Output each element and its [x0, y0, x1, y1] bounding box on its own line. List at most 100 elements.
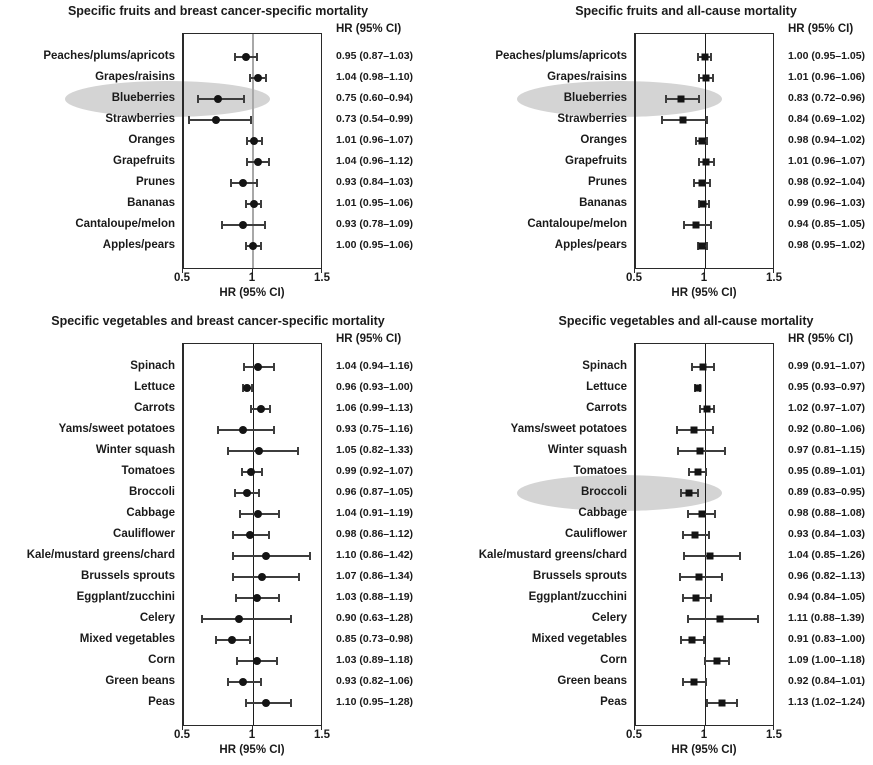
- item-label: Bananas: [579, 197, 627, 209]
- ci-cap-right: [309, 551, 312, 560]
- forest-row: [636, 545, 773, 566]
- forest-panel: Specific fruits and breast cancer-specif…: [0, 0, 436, 299]
- forest-row: [636, 193, 773, 214]
- forest-row: [636, 650, 773, 671]
- hr-marker: [252, 656, 261, 665]
- hr-marker: [262, 698, 271, 707]
- ci-bar: [188, 115, 253, 124]
- hr-value: 1.04 (0.85–1.26): [788, 549, 866, 561]
- hr-value: 0.96 (0.93–1.00): [336, 381, 414, 393]
- ci-bar: [232, 551, 312, 560]
- item-label: Broccoli: [580, 486, 627, 498]
- forest-row: [636, 356, 773, 377]
- ci-cap-right: [273, 425, 276, 434]
- panel-title: Specific fruits and all-cause mortality: [575, 4, 797, 18]
- hr-value: 1.10 (0.95–1.28): [336, 696, 414, 708]
- hr-marker: [699, 363, 707, 370]
- x-axis-tick: [321, 269, 322, 273]
- hr-value: 0.99 (0.92–1.07): [336, 465, 414, 477]
- hr-marker: [679, 116, 687, 123]
- item-label: Corn: [600, 654, 627, 666]
- item-label: Spinach: [582, 360, 627, 372]
- hr-marker: [691, 531, 699, 538]
- ci-cap-left: [243, 362, 246, 371]
- hr-marker: [248, 241, 257, 250]
- hr-column-header: HR (95% CI): [336, 333, 402, 345]
- item-label: Kale/mustard greens/chard: [478, 549, 627, 561]
- ci-cap-right: [711, 425, 714, 434]
- ci-cap-right: [704, 677, 707, 686]
- item-label: Kale/mustard greens/chard: [26, 549, 175, 561]
- ci-cap-right: [713, 362, 716, 371]
- hr-column: HR (95% CI) 1.00 (0.95–1.05) 1.01 (0.96–1.…: [788, 20, 865, 256]
- ci-cap-right: [265, 73, 268, 82]
- hr-marker: [688, 636, 696, 643]
- forest-row: [184, 608, 321, 629]
- item-label: Peaches/plums/apricots: [495, 50, 627, 62]
- forest-row: [636, 419, 773, 440]
- item-label: Mixed vegetables: [79, 633, 175, 645]
- forest-row: [636, 692, 773, 713]
- forest-row: [636, 398, 773, 419]
- hr-value: 1.05 (0.82–1.33): [336, 444, 414, 456]
- hr-value: 1.00 (0.95–1.05): [788, 50, 866, 62]
- hr-value: 1.03 (0.88–1.19): [336, 591, 414, 603]
- ci-cap-right: [251, 383, 254, 392]
- hr-value: 0.85 (0.73–0.98): [336, 633, 414, 645]
- ci-cap-left: [681, 593, 684, 602]
- forest-row: [184, 692, 321, 713]
- x-axis: 0.5 1 1.5: [174, 269, 330, 286]
- hr-value: 0.91 (0.83–1.00): [788, 633, 866, 645]
- forest-row: [636, 377, 773, 398]
- hr-marker: [716, 615, 724, 622]
- hr-marker: [698, 242, 706, 249]
- ci-cap-right: [711, 73, 714, 82]
- hr-column-header: HR (95% CI): [336, 23, 402, 35]
- item-label: Eggplant/zucchini: [76, 591, 175, 603]
- item-label: Spinach: [130, 360, 175, 372]
- item-label: Oranges: [128, 134, 175, 146]
- item-label: Prunes: [136, 176, 175, 188]
- ci-cap-right: [707, 199, 710, 208]
- hr-value: 0.93 (0.84–1.03): [336, 176, 414, 188]
- item-label: Strawberries: [105, 113, 175, 125]
- item-label: Peas: [148, 696, 175, 708]
- ci-cap-left: [680, 635, 683, 644]
- forest-row: [636, 172, 773, 193]
- forest-row: [636, 109, 773, 130]
- ci-cap-right: [273, 362, 276, 371]
- hr-value: 0.96 (0.87–1.05): [336, 486, 414, 498]
- item-label: Tomatoes: [573, 465, 627, 477]
- ci-cap-right: [269, 404, 272, 413]
- panel-title: Specific vegetables and breast cancer-sp…: [51, 314, 385, 328]
- ci-cap-right: [267, 157, 270, 166]
- item-label: Peaches/plums/apricots: [43, 50, 175, 62]
- ci-cap-right: [707, 530, 710, 539]
- ci-cap-left: [680, 488, 683, 497]
- panel-title: Specific fruits and breast cancer-specif…: [67, 4, 369, 18]
- hr-value: 0.99 (0.91–1.07): [788, 360, 866, 372]
- ci-cap-left: [691, 362, 694, 371]
- ci-cap-right: [267, 530, 270, 539]
- x-axis-tick: [773, 726, 774, 730]
- ci-cap-left: [188, 115, 191, 124]
- hr-marker: [238, 178, 247, 187]
- hr-marker: [249, 136, 258, 145]
- ci-cap-left: [677, 446, 680, 455]
- x-axis-tick-label: 1: [700, 272, 708, 284]
- hr-value: 1.01 (0.96–1.06): [788, 71, 866, 83]
- x-axis-tick: [252, 269, 253, 273]
- ci-cap-left: [695, 136, 698, 145]
- ci-cap-right: [703, 635, 706, 644]
- x-axis-title: HR (95% CI): [219, 287, 285, 299]
- x-axis-tick: [182, 269, 183, 273]
- hr-marker: [699, 200, 707, 207]
- forest-panel: Specific vegetables and breast cancer-sp…: [0, 310, 436, 756]
- hr-marker: [253, 509, 262, 518]
- hr-value: 0.83 (0.72–0.96): [788, 92, 866, 104]
- ci-cap-left: [244, 241, 247, 250]
- forest-row: [636, 46, 773, 67]
- ci-cap-right: [713, 157, 716, 166]
- item-label: Cabbage: [126, 507, 175, 519]
